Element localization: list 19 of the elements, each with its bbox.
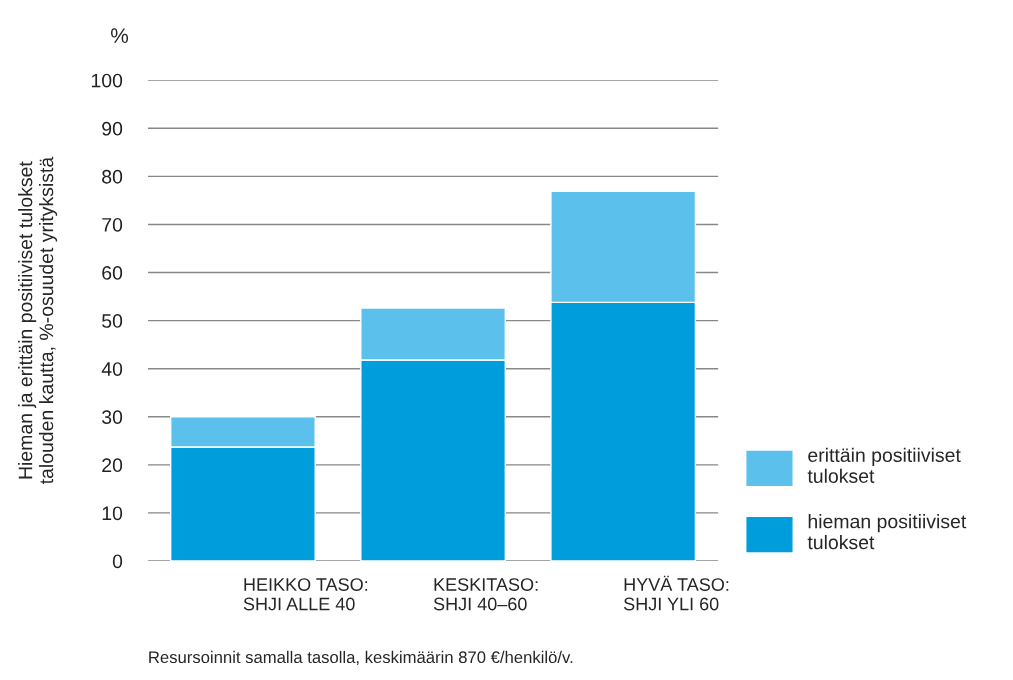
- y-tick-label: 80: [102, 169, 123, 184]
- x-tick-label: KESKITASO: SHJI 40–60: [433, 578, 538, 611]
- x-tick-label: HYVÄ TASO: SHJI YLI 60: [623, 575, 729, 611]
- text: %: [111, 28, 129, 43]
- y-tick-label: 0: [112, 554, 123, 569]
- legend-label: hieman positiiviset tulokset: [807, 514, 967, 550]
- y-tick-label: 20: [102, 458, 123, 473]
- text: Resursoinnit samalla tasolla, keskimäärin 870 €/henkilö/v.: [149, 650, 573, 666]
- x-tick-label: HEIKKO TASO: SHJI ALLE 40: [243, 578, 368, 611]
- y-tick-label: 90: [102, 121, 123, 136]
- legend-label: erittäin positiiviset tulokset: [807, 447, 961, 483]
- y-tick-label: 100: [91, 73, 123, 88]
- y-axis-title: Hieman ja erittäin positiiviset tulokset talouden kautta, %-osuudet yrityksistä: [18, 156, 58, 485]
- y-tick-label: 60: [102, 266, 123, 280]
- y-tick-label: 70: [102, 217, 123, 232]
- y-tick-label: 40: [101, 362, 123, 376]
- y-tick-label: 10: [102, 506, 123, 521]
- y-tick-label: 30: [102, 410, 123, 425]
- y-tick-label: 50: [102, 314, 123, 328]
